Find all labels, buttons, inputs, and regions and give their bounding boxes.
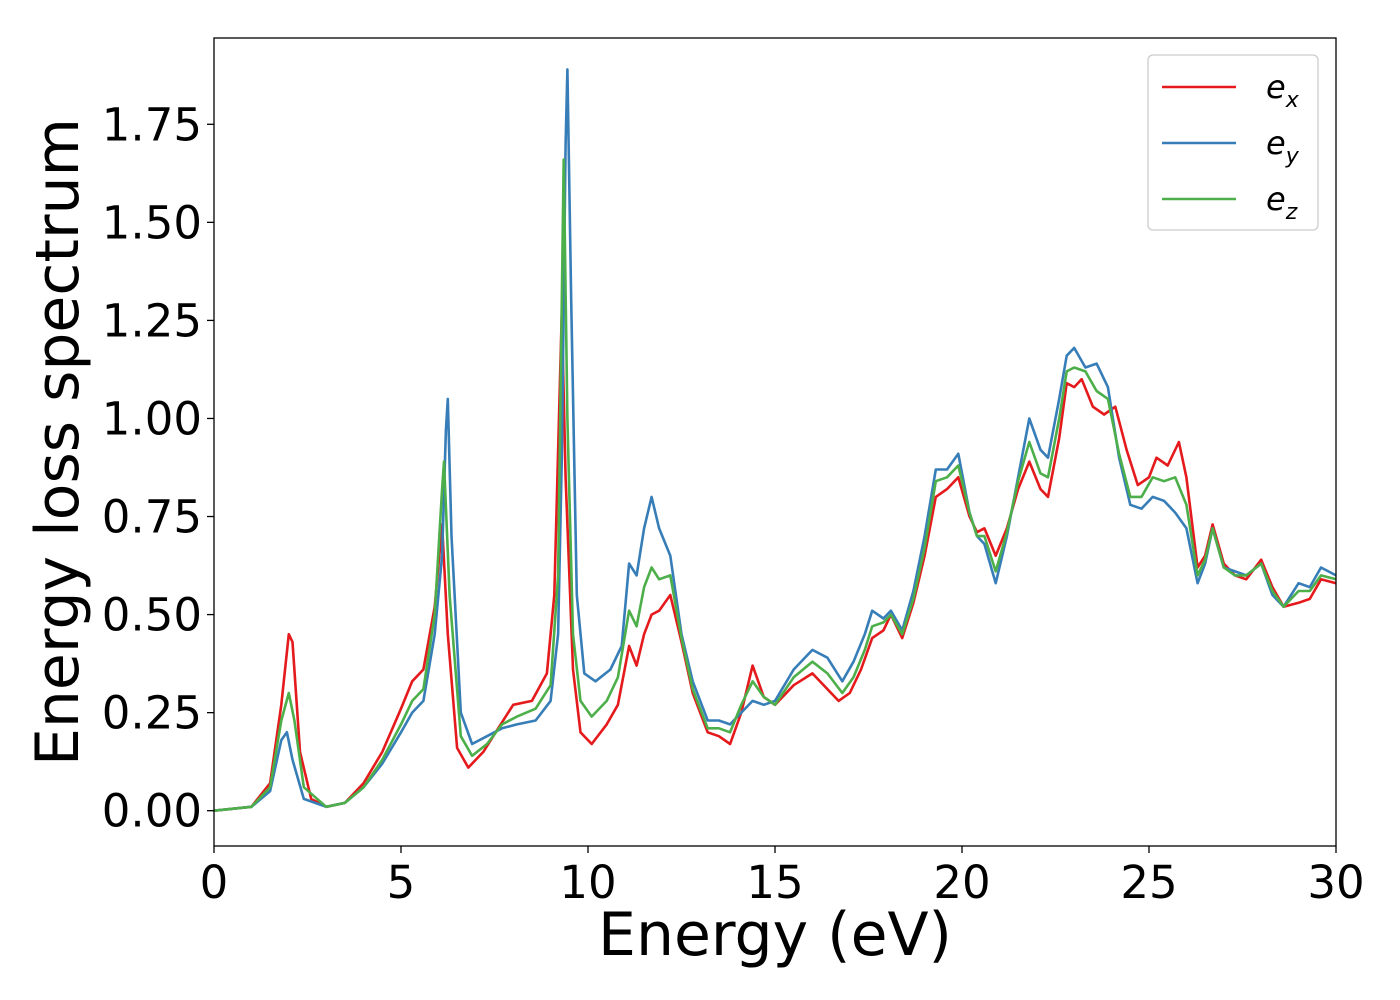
x-axis: 0 5 10 15 20 25 30 [200, 846, 1365, 909]
x-tick-label: 10 [559, 856, 616, 909]
y-tick-label: 1.50 [102, 196, 202, 249]
legend-label-e_z: ez [1266, 180, 1298, 225]
x-tick-label: 5 [387, 856, 416, 909]
series-line-e_z [213, 158, 1337, 812]
x-tick-label: 20 [933, 856, 990, 909]
y-axis: 0.00 0.25 0.50 0.75 1.00 1.25 1.50 1.75 [102, 98, 214, 838]
y-tick-label: 1.00 [102, 392, 202, 445]
x-tick-label: 15 [746, 856, 803, 909]
y-tick-label: 0.00 [102, 785, 202, 838]
series-line-e_y [213, 68, 1337, 812]
y-tick-label: 0.50 [102, 589, 202, 642]
y-tick-label: 1.25 [102, 294, 202, 347]
series-layer [213, 68, 1337, 812]
x-tick-label: 30 [1307, 856, 1364, 909]
series-line-e_x [213, 311, 1337, 812]
x-axis-label: Energy (eV) [598, 900, 952, 970]
x-tick-label: 25 [1120, 856, 1177, 909]
y-axis-label: Energy loss spectrum [23, 118, 93, 766]
x-tick-label: 0 [200, 856, 229, 909]
y-tick-label: 0.25 [102, 687, 202, 740]
y-tick-label: 1.75 [102, 98, 202, 151]
y-tick-label: 0.75 [102, 491, 202, 544]
